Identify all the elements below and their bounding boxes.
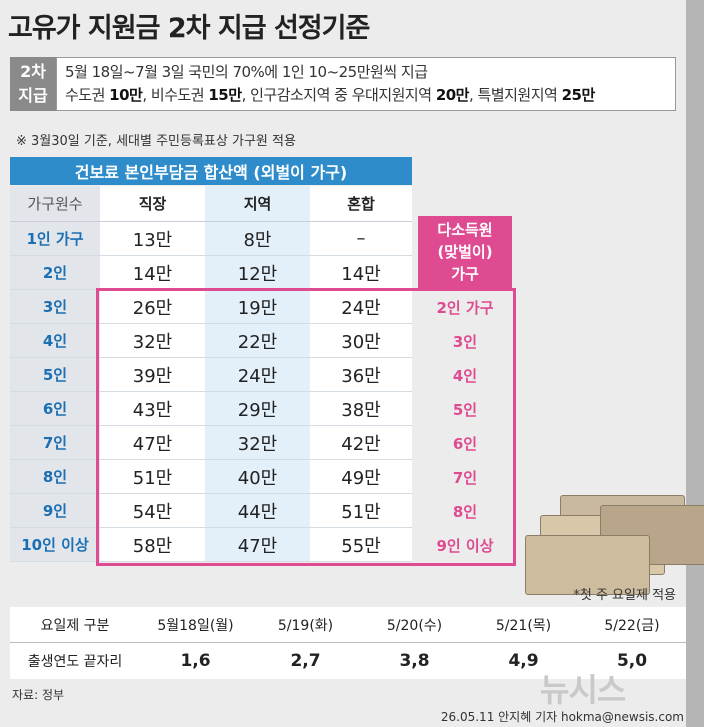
schedule-cell: 5/22(금) — [578, 607, 686, 643]
table-cell: 47만 — [100, 426, 205, 460]
schedule-cell: 5/21(목) — [469, 607, 578, 643]
summary-part: , 특별지원지역 — [469, 86, 562, 104]
source: 자료: 정부 — [12, 688, 65, 702]
row-label: 3인 — [10, 290, 100, 324]
summary-part: 20만 — [435, 86, 470, 104]
schedule-footnote: *첫 주 요일제 적용 — [573, 588, 676, 603]
table-cell: 36만 — [310, 358, 412, 392]
table-cell: 42만 — [310, 426, 412, 460]
dual-cell: 7인 — [452, 468, 478, 487]
table-cell: 32만 — [205, 426, 310, 460]
table-cell: 30만 — [310, 324, 412, 358]
table-cell: 24만 — [205, 358, 310, 392]
summary-label-line: 2차 — [20, 62, 46, 81]
schedule-cell: 5/20(수) — [360, 607, 469, 643]
credit: 26.05.11 안지혜 기자 hokma@newsis.com — [440, 710, 684, 724]
dual-header: 다소득원 (맞벌이) 가구 — [418, 216, 512, 288]
table-cell: 29만 — [205, 392, 310, 426]
dual-cell: 9인 이상 — [436, 536, 494, 555]
summary-part: 수도권 — [65, 86, 110, 104]
row-label: 5인 — [10, 358, 100, 392]
table-cell: 32만 — [100, 324, 205, 358]
column-header: 지역 — [205, 186, 310, 222]
table-cell: 8만 — [205, 222, 310, 256]
column-header: 혼합 — [310, 186, 412, 222]
table-cell: 54만 — [100, 494, 205, 528]
dual-cell: 4인 — [452, 366, 478, 385]
schedule-cell: 5,0 — [578, 643, 686, 679]
row-label: 1인 가구 — [10, 222, 100, 256]
dual-header-line: 다소득원 — [437, 221, 493, 239]
pink-frame — [96, 288, 516, 566]
row-label: 8인 — [10, 460, 100, 494]
summary-line: 수도권 10만, 비수도권 15만, 인구감소지역 중 우대지원지역 20만, … — [65, 84, 667, 107]
schedule-cell: 2,7 — [251, 643, 360, 679]
dual-cell: 6인 — [452, 434, 478, 453]
schedule-label: 요일제 구분 — [10, 607, 140, 643]
row-label: 7인 — [10, 426, 100, 460]
table-cell: 43만 — [100, 392, 205, 426]
table-cell: 38만 — [310, 392, 412, 426]
dual-cell: 2인 가구 — [436, 298, 494, 317]
row-label: 4인 — [10, 324, 100, 358]
table-cell: 14만 — [100, 256, 205, 290]
table-cell: 26만 — [100, 290, 205, 324]
table-cell: 44만 — [205, 494, 310, 528]
schedule-cell: 4,9 — [469, 643, 578, 679]
table-cell: 47만 — [205, 528, 310, 562]
row-label: 2인 — [10, 256, 100, 290]
table-cell: 55만 — [310, 528, 412, 562]
title: 고유가 지원금 2차 지급 선정기준 — [8, 13, 370, 44]
table-title: 건보료 본인부담금 합산액 (외벌이 가구) — [10, 157, 412, 185]
table-cell: 22만 — [205, 324, 310, 358]
table-cell: 49만 — [310, 460, 412, 494]
summary-part: , 인구감소지역 중 우대지원지역 — [241, 86, 436, 104]
table-cell: 51만 — [310, 494, 412, 528]
row-label: 6인 — [10, 392, 100, 426]
table-cell: 19만 — [205, 290, 310, 324]
table-cell: 58만 — [100, 528, 205, 562]
table-cell: 14만 — [310, 256, 412, 290]
schedule-cell: 5월18일(월) — [140, 607, 251, 643]
table-cell: 39만 — [100, 358, 205, 392]
summary-label-line: 지급 — [18, 86, 48, 105]
dual-header-line: (맞벌이) — [437, 243, 493, 261]
schedule-label: 출생연도 끝자리 — [10, 643, 140, 679]
row-label: 9인 — [10, 494, 100, 528]
table-cell: 24만 — [310, 290, 412, 324]
table-cell: – — [310, 222, 412, 256]
row-label: 10인 이상 — [10, 528, 100, 562]
summary-part: 15만 — [208, 86, 242, 104]
summary-line1: 5월 18일~7월 3일 국민의 70%에 1인 10~25만원씩 지급 — [65, 63, 428, 81]
dual-cell: 8인 — [452, 502, 478, 521]
logo: 뉴시스 — [540, 671, 626, 709]
note: ※ 3월30일 기준, 세대별 주민등록표상 가구원 적용 — [16, 134, 296, 149]
money-stack — [525, 535, 650, 595]
table-cell: 13만 — [100, 222, 205, 256]
summary-line: 5월 18일~7월 3일 국민의 70%에 1인 10~25만원씩 지급 — [65, 61, 667, 84]
column-header: 가구원수 — [10, 186, 100, 222]
schedule-cell: 1,6 — [140, 643, 251, 679]
schedule-cell: 3,8 — [360, 643, 469, 679]
summary-part: 10만 — [109, 86, 143, 104]
summary-part: 25만 — [561, 86, 596, 104]
table-cell: 51만 — [100, 460, 205, 494]
schedule-cell: 5/19(화) — [251, 607, 360, 643]
column-header: 직장 — [100, 186, 205, 222]
side-strip — [686, 0, 704, 727]
table-cell: 12만 — [205, 256, 310, 290]
dual-cell: 5인 — [452, 400, 478, 419]
summary-part: , 비수도권 — [142, 86, 209, 104]
dual-cell: 3인 — [452, 332, 478, 351]
dual-header-line: 가구 — [451, 265, 479, 283]
table-cell: 40만 — [205, 460, 310, 494]
